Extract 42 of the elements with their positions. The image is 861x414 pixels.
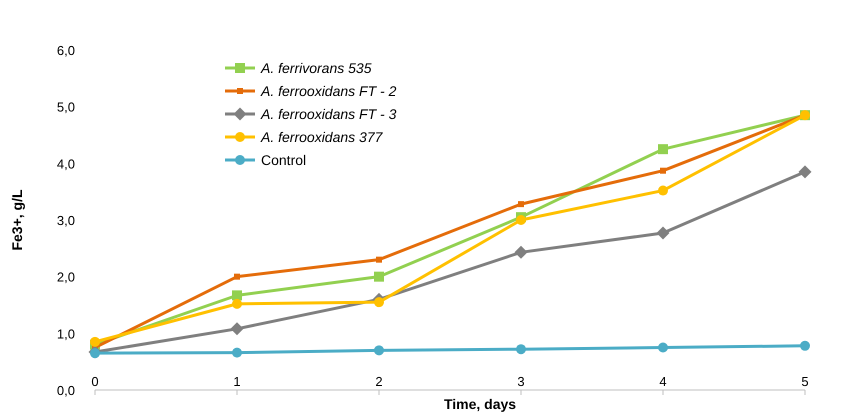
point: [798, 165, 812, 178]
x-tick-label: 4: [659, 374, 667, 389]
x-tick-label: 5: [801, 374, 809, 389]
point: [658, 144, 668, 154]
point: [516, 215, 526, 225]
y-tick-label: 4,0: [56, 156, 75, 172]
point: [800, 340, 810, 351]
point: [658, 186, 668, 196]
legend-label: A. ferrooxidans FT - 3: [260, 106, 397, 122]
x-tick-label: 1: [233, 374, 241, 389]
point: [660, 168, 666, 174]
point: [374, 297, 384, 308]
point: [374, 272, 384, 282]
point: [232, 298, 242, 309]
point: [232, 290, 242, 300]
point: [518, 201, 524, 208]
x-tick-label: 3: [517, 374, 525, 389]
x-tick-label: 2: [375, 374, 383, 389]
legend-label: A. ferrooxidans FT - 2: [260, 83, 397, 99]
y-tick-label: 0,0: [56, 383, 75, 398]
point: [230, 322, 244, 336]
y-tick-label: 1,0: [56, 326, 75, 342]
y-tick-label: 6,0: [56, 43, 75, 58]
point: [232, 348, 242, 358]
legend-label: Control: [261, 152, 306, 168]
legend-label: A. ferrooxidans 377: [260, 129, 384, 145]
x-tick-label: 0: [91, 374, 99, 389]
point: [514, 246, 528, 259]
point: [90, 336, 100, 347]
legend-label: A. ferrivorans 535: [260, 60, 372, 76]
y-tick-label: 2,0: [56, 270, 75, 285]
point: [234, 274, 240, 280]
point: [90, 348, 100, 358]
point: [656, 226, 670, 240]
point: [376, 256, 382, 263]
point: [658, 342, 668, 352]
y-axis-title: Fe3+, g/L: [9, 189, 25, 251]
point: [374, 345, 384, 356]
y-tick-label: 3,0: [56, 213, 75, 228]
point: [516, 344, 526, 354]
y-tick-label: 5,0: [56, 100, 75, 115]
x-axis-title: Time, days: [444, 396, 516, 412]
